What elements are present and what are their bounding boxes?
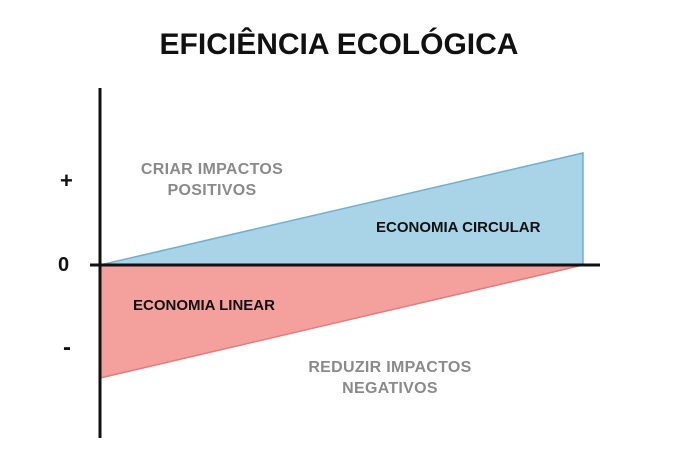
positive-impacts-line-1: CRIAR IMPACTOS xyxy=(140,161,284,178)
linear-economy-label: ECONOMIA LINEAR xyxy=(133,297,275,314)
circular-economy-label: ECONOMIA CIRCULAR xyxy=(376,219,541,236)
negative-impacts-line-2: NEGATIVOS xyxy=(342,379,438,397)
positive-impacts-line-2: POSITIVOS xyxy=(167,181,257,199)
axis-label-plus: + xyxy=(60,168,73,193)
axis-label-minus: - xyxy=(63,334,71,361)
negative-impacts-label: REDUZIR IMPACTOS NEGATIVOS xyxy=(295,358,485,400)
axis-label-zero: 0 xyxy=(58,254,70,276)
negative-impacts-line-1: REDUZIR IMPACTOS xyxy=(308,359,472,376)
diagram-title: EFICIÊNCIA ECOLÓGICA xyxy=(159,28,519,61)
positive-impacts-label: CRIAR IMPACTOS POSITIVOS xyxy=(122,160,302,202)
